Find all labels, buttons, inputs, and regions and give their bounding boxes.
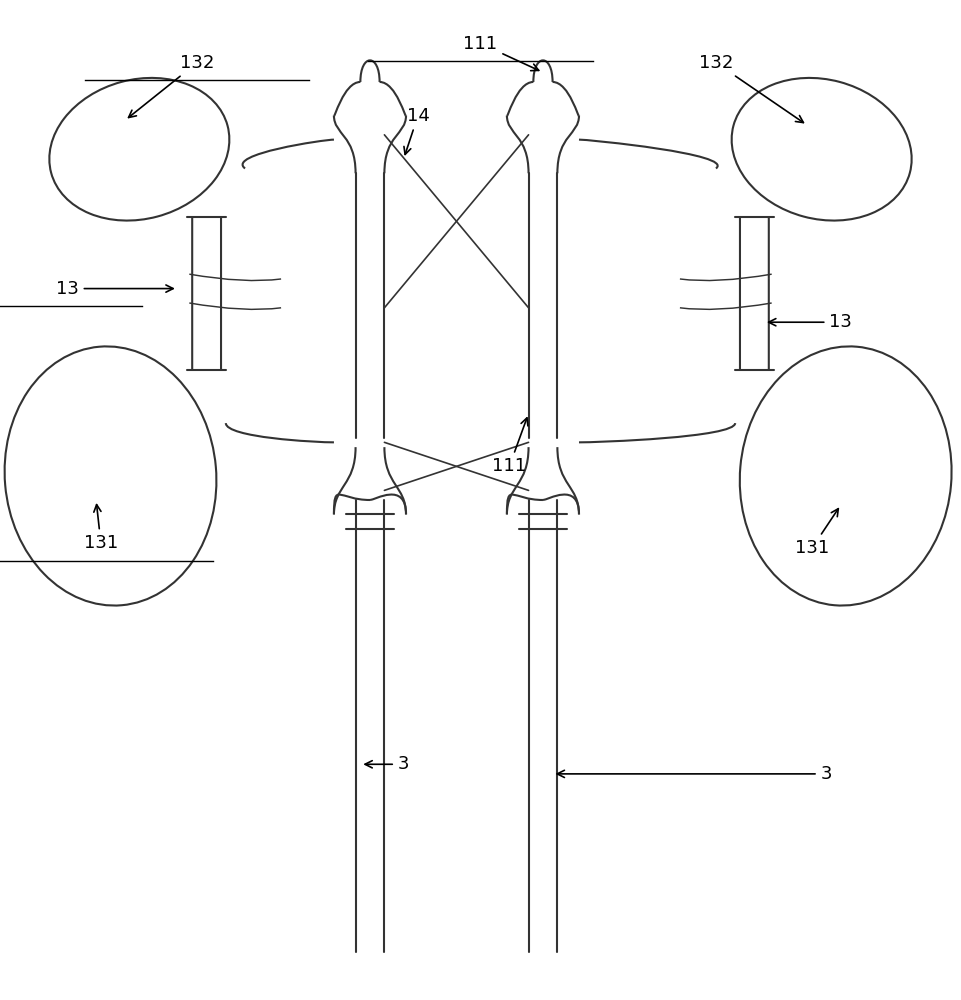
Text: 131: 131 [84,505,118,552]
Text: 111: 111 [492,418,528,475]
Text: 131: 131 [795,509,838,557]
Text: 132: 132 [699,54,803,123]
Text: 111: 111 [463,35,539,71]
Text: 3: 3 [557,765,832,783]
Ellipse shape [731,78,912,221]
Text: 13: 13 [56,280,173,298]
Ellipse shape [740,346,951,606]
Text: 14: 14 [404,107,430,154]
Text: 3: 3 [365,755,409,773]
Text: 13: 13 [769,313,852,331]
Text: 132: 132 [129,54,214,118]
Ellipse shape [49,78,230,221]
Ellipse shape [5,346,216,606]
